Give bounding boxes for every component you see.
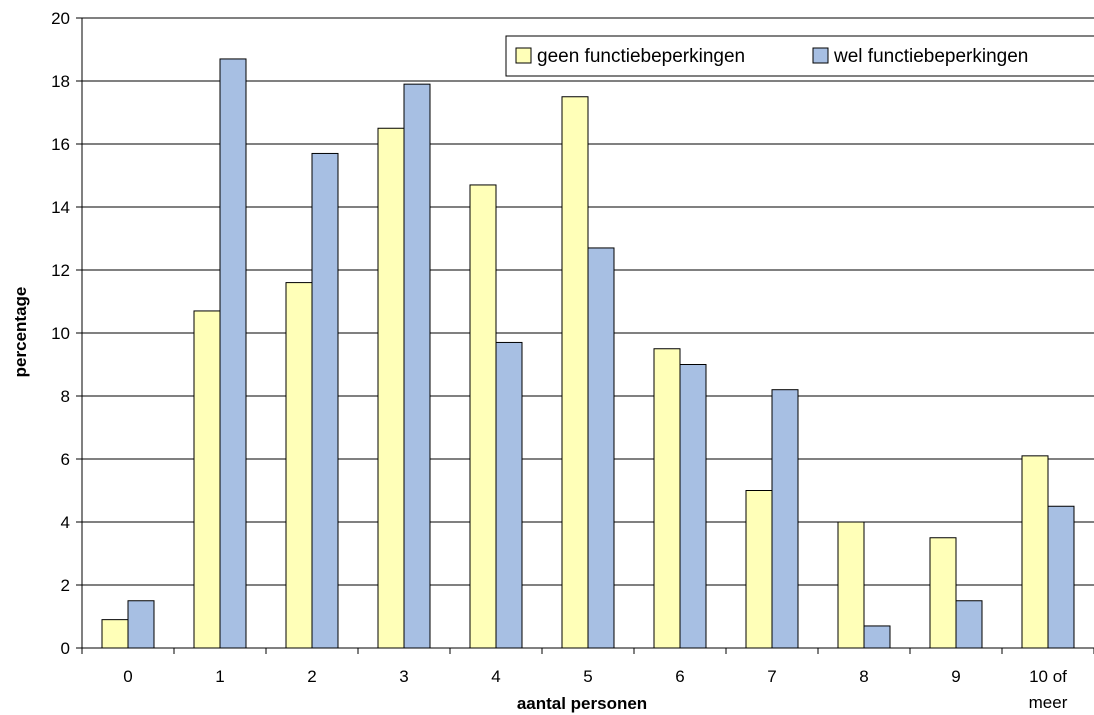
- y-axis-title: percentage: [11, 287, 30, 378]
- x-tick-label-2: 2: [307, 667, 316, 686]
- bar-s1-c9: [955, 600, 983, 649]
- y-tick-label-8: 8: [61, 387, 70, 406]
- bar-s1-c4: [495, 341, 523, 649]
- y-tick-label-20: 20: [51, 9, 70, 28]
- bar-s0-c2: [285, 282, 313, 649]
- y-tick-label-16: 16: [51, 135, 70, 154]
- x-tick-label-4: 4: [491, 667, 500, 686]
- bar-s1-c8: [863, 625, 891, 649]
- bar-s0-c4: [469, 184, 497, 649]
- x-tick-label-6: 6: [675, 667, 684, 686]
- bar-s1-c3: [403, 83, 431, 649]
- bar-s1-c6: [679, 364, 707, 649]
- bar-s0-c10: [1021, 455, 1049, 649]
- x-tick-label-10-line0: 10 of: [1029, 667, 1067, 686]
- y-tick-labels: 0 2 4 6 8 10 12 14 16 18 20: [51, 9, 70, 658]
- y-tick-label-14: 14: [51, 198, 70, 217]
- y-tick-label-18: 18: [51, 72, 70, 91]
- legend: geen functiebeperkingen wel functiebeper…: [505, 35, 1094, 77]
- y-tick-label-12: 12: [51, 261, 70, 280]
- bar-s0-c6: [653, 348, 681, 649]
- legend-label-wel: wel functiebeperkingen: [833, 46, 1028, 67]
- x-tick-label-10-line1: meer: [1029, 693, 1068, 712]
- bar-s0-c8: [837, 521, 865, 649]
- bar-s1-c7: [771, 389, 799, 649]
- y-tick-label-6: 6: [61, 450, 70, 469]
- x-axis-title: aantal personen: [517, 694, 647, 713]
- bar-s0-c3: [377, 127, 405, 649]
- bar-s1-c10: [1047, 505, 1075, 649]
- y-tick-label-4: 4: [61, 513, 70, 532]
- bar-s1-c1: [219, 58, 247, 649]
- bar-s0-c9: [929, 537, 957, 649]
- legend-swatch-wel: [812, 47, 829, 64]
- bar-s1-c5: [587, 247, 615, 649]
- x-tick-label-7: 7: [767, 667, 776, 686]
- y-tick-label-10: 10: [51, 324, 70, 343]
- y-tick-label-0: 0: [61, 639, 70, 658]
- x-tick-label-8: 8: [859, 667, 868, 686]
- bar-s1-c2: [311, 152, 339, 649]
- x-tick-label-5: 5: [583, 667, 592, 686]
- y-tick-label-2: 2: [61, 576, 70, 595]
- legend-swatch-geen: [515, 47, 532, 64]
- x-tick-label-9: 9: [951, 667, 960, 686]
- bar-s0-c1: [193, 310, 221, 649]
- x-tick-label-0: 0: [123, 667, 132, 686]
- bars: [101, 58, 1075, 649]
- axes: [76, 17, 1094, 654]
- legend-box: [505, 35, 1094, 77]
- x-tick-label-3: 3: [399, 667, 408, 686]
- bar-s0-c5: [561, 96, 589, 649]
- x-tick-labels: 0 1 2 3 4 5 6 7 8 9 10 of meer: [123, 667, 1067, 712]
- legend-label-geen: geen functiebeperkingen: [537, 46, 745, 67]
- bar-s0-c7: [745, 490, 773, 649]
- x-tick-label-1: 1: [215, 667, 224, 686]
- bar-s0-c0: [101, 619, 129, 649]
- bar-s1-c0: [127, 600, 155, 649]
